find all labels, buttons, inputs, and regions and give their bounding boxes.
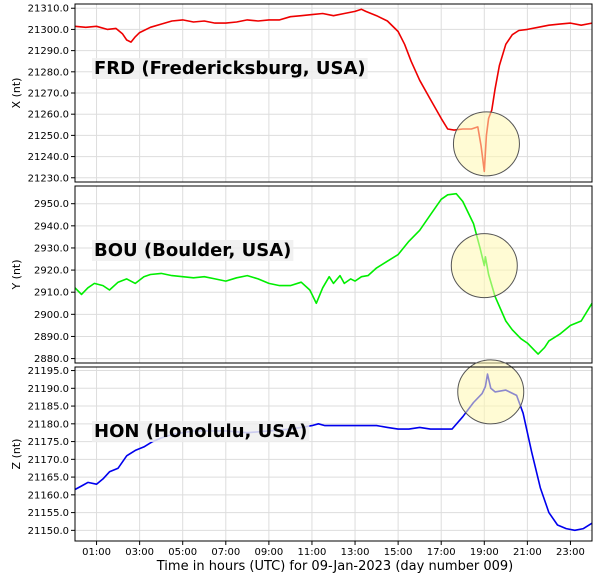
y-tick-label: 2920.0 [34, 266, 69, 277]
y-tick-label: 2940.0 [34, 221, 69, 232]
x-tick-label: 11:00 [298, 547, 327, 558]
y-tick-label: 21150.0 [28, 526, 69, 537]
x-tick-label: 19:00 [470, 547, 499, 558]
x-tick-label: 17:00 [427, 547, 456, 558]
y-tick-label: 2930.0 [34, 243, 69, 254]
y-tick-label: 21260.0 [28, 110, 69, 121]
panel-frame [74, 185, 593, 364]
y-tick-label: 2950.0 [34, 199, 69, 210]
x-tick-label: 03:00 [125, 547, 154, 558]
x-axis-label: Time in hours (UTC) for 09-Jan-2023 (day… [156, 559, 513, 574]
highlight-circle [450, 233, 518, 299]
highlight-circle [452, 111, 520, 177]
x-tick-label: 07:00 [211, 547, 240, 558]
y-tick-label: 21180.0 [28, 419, 69, 430]
y-axis-label: Y (nt) [10, 259, 23, 290]
y-tick-label: 21300.0 [28, 25, 69, 36]
y-tick-label: 21160.0 [28, 490, 69, 501]
y-axis-label: Z (nt) [10, 439, 23, 470]
y-tick-label: 21175.0 [28, 437, 69, 448]
x-tick-label: 21:00 [513, 547, 542, 558]
x-tick-label: 05:00 [168, 547, 197, 558]
y-tick-label: 21185.0 [28, 402, 69, 413]
y-tick-label: 2900.0 [34, 310, 69, 321]
y-tick-label: 21165.0 [28, 473, 69, 484]
x-tick-label: 09:00 [254, 547, 283, 558]
panel-frame [74, 3, 593, 183]
station-title-background [92, 421, 310, 442]
panel-frd: 21230.0 21240.0 21250.0 21260.0 21270.0 21280… [10, 3, 593, 184]
x-tick-label: 13:00 [341, 547, 370, 558]
series-line-frd [74, 8, 593, 173]
y-tick-label: 21270.0 [28, 89, 69, 100]
y-tick-label: 21280.0 [28, 67, 69, 78]
y-tick-label: 21290.0 [28, 46, 69, 57]
y-tick-label: 21250.0 [28, 131, 69, 142]
x-tick-label: 01:00 [82, 547, 111, 558]
panel-hon: 21150.0 21155.0 21160.0 21165.0 21170.0 21175… [10, 359, 593, 542]
x-tick-label: 23:00 [556, 547, 585, 558]
panel-frame [74, 366, 593, 542]
y-tick-label: 21155.0 [28, 508, 69, 519]
station-title-background [92, 58, 368, 79]
y-axis-label: X (nt) [10, 78, 23, 109]
station-title: HON (Honolulu, USA) [94, 421, 307, 442]
y-tick-label: 2880.0 [34, 354, 69, 365]
station-title: BOU (Boulder, USA) [94, 240, 291, 261]
panel-bou: 2880.0 2890.0 2900.0 2910.0 2920.0 2930.0 2940… [10, 185, 593, 365]
y-tick-label: 21170.0 [28, 455, 69, 466]
station-title-background [92, 240, 294, 261]
y-tick-label: 21240.0 [28, 152, 69, 163]
y-tick-label: 2910.0 [34, 288, 69, 299]
y-tick-label: 2890.0 [34, 332, 69, 343]
y-tick-label: 21195.0 [28, 366, 69, 377]
y-tick-label: 21310.0 [28, 4, 69, 15]
highlight-circle [457, 359, 525, 425]
station-title: FRD (Fredericksburg, USA) [94, 58, 366, 79]
x-tick-label: 15:00 [384, 547, 413, 558]
y-tick-label: 21230.0 [28, 173, 69, 184]
series-line-bou [74, 192, 593, 355]
y-tick-label: 21190.0 [28, 384, 69, 395]
